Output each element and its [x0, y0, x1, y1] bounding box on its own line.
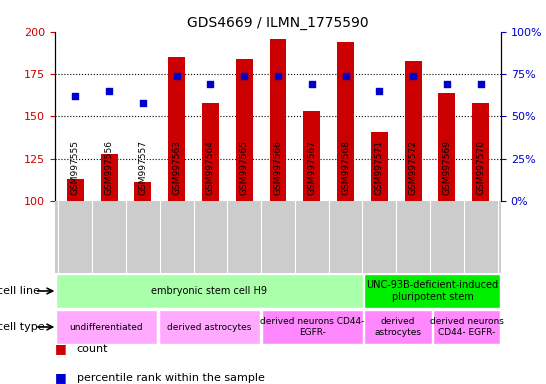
Bar: [168, 57, 185, 370]
Text: undifferentiated: undifferentiated: [70, 323, 143, 331]
Text: ■: ■: [55, 371, 67, 384]
Text: UNC-93B-deficient-induced
pluripotent stem: UNC-93B-deficient-induced pluripotent st…: [366, 280, 498, 302]
Bar: [134, 182, 151, 370]
Point: [206, 81, 215, 88]
Bar: [236, 59, 253, 370]
Text: cell type: cell type: [0, 322, 45, 332]
Bar: [270, 39, 287, 370]
Bar: [371, 132, 388, 370]
Bar: [262, 310, 363, 344]
Point: [476, 81, 485, 88]
Bar: [67, 179, 84, 370]
Bar: [438, 93, 455, 370]
Bar: [472, 103, 489, 370]
Text: derived astrocytes: derived astrocytes: [167, 323, 252, 331]
Text: percentile rank within the sample: percentile rank within the sample: [77, 373, 265, 383]
Bar: [100, 154, 117, 370]
Text: count: count: [77, 344, 108, 354]
Point: [71, 93, 80, 99]
Point: [105, 88, 114, 94]
Bar: [202, 103, 219, 370]
Bar: [56, 275, 363, 308]
Text: derived neurons
CD44- EGFR-: derived neurons CD44- EGFR-: [430, 317, 503, 337]
Text: embryonic stem cell H9: embryonic stem cell H9: [151, 286, 268, 296]
Point: [409, 73, 418, 79]
Bar: [433, 310, 500, 344]
Point: [443, 81, 452, 88]
Point: [307, 81, 316, 88]
Bar: [56, 310, 157, 344]
Point: [274, 73, 282, 79]
Point: [240, 73, 248, 79]
Text: ■: ■: [55, 343, 67, 356]
Point: [173, 73, 181, 79]
Point: [139, 100, 147, 106]
Point: [341, 73, 350, 79]
Bar: [365, 275, 500, 308]
Bar: [365, 310, 432, 344]
Bar: [304, 111, 321, 370]
Bar: [337, 42, 354, 370]
Text: derived
astrocytes: derived astrocytes: [375, 317, 422, 337]
Bar: [158, 310, 260, 344]
Title: GDS4669 / ILMN_1775590: GDS4669 / ILMN_1775590: [187, 16, 369, 30]
Text: cell line: cell line: [0, 286, 40, 296]
Point: [375, 88, 384, 94]
Bar: [405, 61, 422, 370]
Text: derived neurons CD44-
EGFR-: derived neurons CD44- EGFR-: [260, 317, 365, 337]
